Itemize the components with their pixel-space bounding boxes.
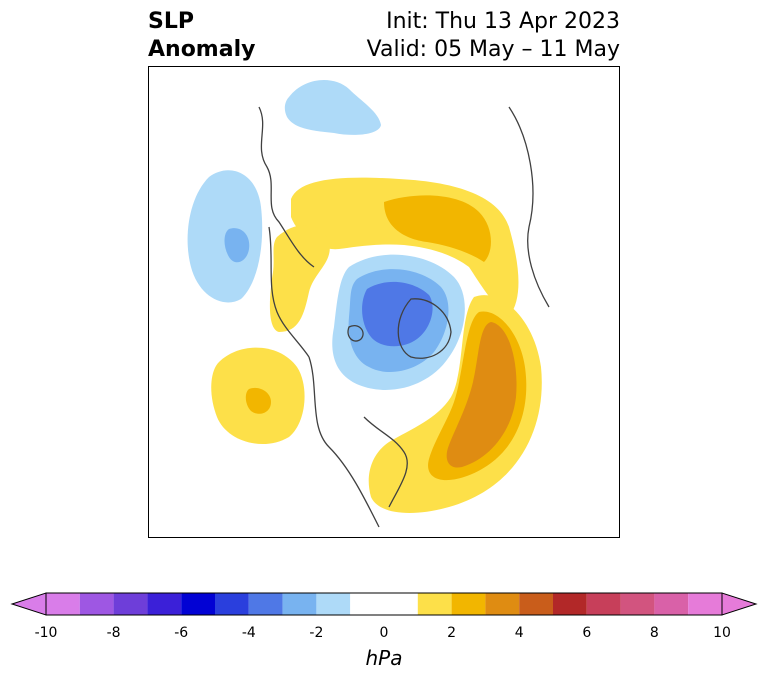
colorbar-tick-label: -8	[106, 625, 121, 641]
colorbar-cell	[147, 593, 182, 615]
colorbar-cell	[215, 593, 249, 615]
title-line-2: Anomaly	[148, 37, 256, 62]
colorbar-tick-label: 4	[514, 625, 524, 641]
colorbar-tick-label: -2	[309, 625, 324, 641]
colorbar-cell	[79, 593, 114, 615]
coast-us-east	[363, 416, 408, 508]
colorbar-unit: hPa	[365, 646, 403, 670]
colorbar-tick-label: 0	[379, 625, 389, 641]
anomaly-map	[148, 66, 620, 538]
coast-north-america	[308, 356, 380, 528]
colorbar-tick-label: 6	[582, 625, 592, 641]
colorbar-cell	[620, 593, 655, 615]
colorbar-tick-label: 8	[649, 625, 659, 641]
coast-europe	[258, 106, 315, 268]
anomaly-nepac-2	[224, 228, 250, 263]
colorbar-cells	[10, 592, 758, 616]
colorbar-cell	[519, 593, 553, 615]
map-svg	[187, 79, 550, 528]
title-line-1: SLP	[148, 9, 194, 34]
valid-range: Valid: 05 May – 11 May	[366, 37, 620, 62]
coast-arctic-islands	[347, 325, 364, 342]
colorbar	[10, 592, 758, 616]
init-date: Init: Thu 13 Apr 2023	[386, 9, 620, 34]
colorbar-cell	[350, 593, 418, 615]
anomaly-npac-2	[245, 387, 271, 414]
positive-anomaly-layer	[211, 177, 542, 513]
coast-asia-east	[268, 226, 310, 358]
colorbar-cell	[654, 593, 689, 615]
colorbar-cell	[485, 593, 520, 615]
colorbar-cell	[451, 593, 486, 615]
colorbar-tick-label: 2	[447, 625, 457, 641]
anomaly-scandi-low	[284, 79, 381, 135]
colorbar-extend-min	[10, 592, 47, 616]
colorbar-cell	[688, 593, 722, 615]
colorbar-cell	[248, 593, 283, 615]
date-info: Init: Thu 13 Apr 2023 Valid: 05 May – 11…	[367, 8, 620, 64]
colorbar-extend-max	[721, 592, 758, 616]
colorbar-cell	[181, 593, 215, 615]
colorbar-tick-label: -10	[34, 625, 58, 641]
colorbar-tick-label: 10	[713, 625, 731, 641]
anomaly-arctic-3	[362, 281, 433, 347]
coastline-layer	[258, 106, 550, 528]
coast-greenland	[397, 298, 452, 359]
colorbar-cell	[586, 593, 621, 615]
colorbar-outline	[45, 592, 723, 616]
anomaly-kamchatka-high	[269, 225, 330, 332]
colorbar-cell	[316, 593, 351, 615]
colorbar-cell	[113, 593, 148, 615]
colorbar-cell	[46, 593, 80, 615]
anomaly-atlantic-3	[446, 322, 517, 468]
colorbar-tick-label: -6	[174, 625, 189, 641]
negative-anomaly-layer	[187, 79, 465, 390]
chart-title: SLP Anomaly	[148, 8, 255, 64]
colorbar-cell	[417, 593, 452, 615]
colorbar-cell	[553, 593, 587, 615]
coast-africa	[508, 106, 550, 308]
anomaly-ural-2	[384, 195, 491, 262]
anomaly-nepac-low	[187, 170, 263, 303]
colorbar-cell	[282, 593, 317, 615]
colorbar-tick-label: -4	[241, 625, 256, 641]
